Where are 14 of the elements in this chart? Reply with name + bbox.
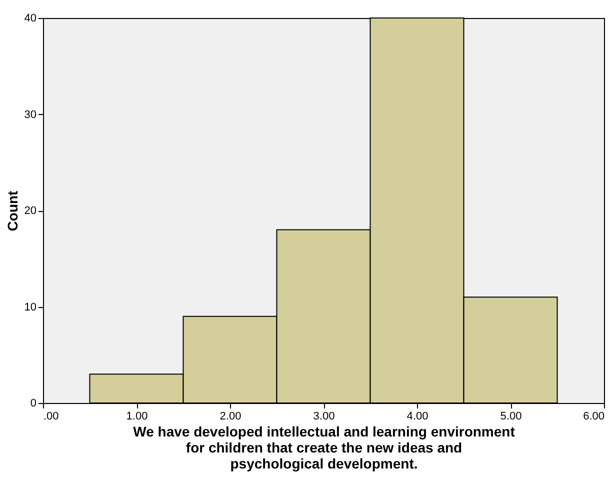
x-tick-label: 2.00 [220, 410, 242, 422]
x-tick-label: 5.00 [500, 410, 522, 422]
x-tick-label: 3.00 [313, 410, 335, 422]
x-axis-title: We have developed intellectual and learning environment for children that create the new ideas and psychological development. [133, 424, 516, 472]
y-axis-title: Count [4, 190, 20, 232]
x-tick-label: 4.00 [406, 410, 428, 422]
y-tick-label: 40 [24, 12, 36, 24]
y-tick-label: 30 [24, 108, 36, 121]
y-tick-label: 0 [30, 398, 36, 410]
x-tick-label: 6.00 [583, 410, 604, 422]
x-tick-label: 1.00 [126, 410, 148, 422]
x-tick-label: .00 [44, 410, 59, 422]
y-tick-label: 20 [24, 205, 36, 217]
y-tick-label: 10 [24, 301, 36, 314]
